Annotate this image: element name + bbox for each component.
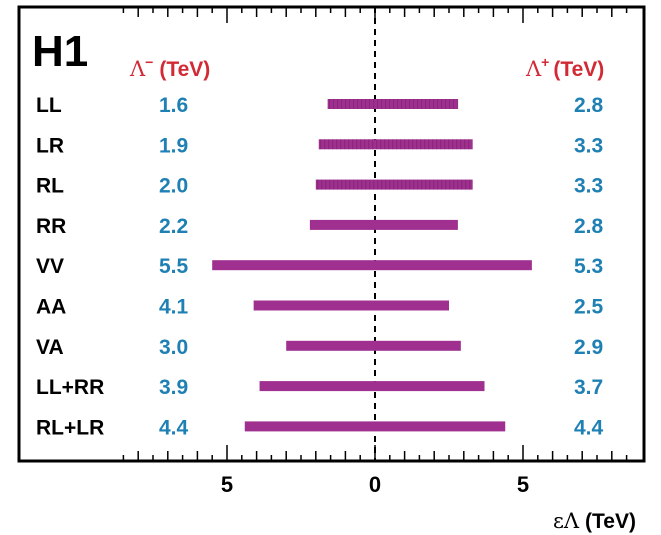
lambda-minus-unit: (TeV) <box>159 58 210 81</box>
limit-bar-ll <box>327 99 458 109</box>
axis-ticks <box>122 7 628 461</box>
model-name-rl: RL <box>36 175 64 198</box>
lambda-plus-value-aa: 2.5 <box>574 296 604 319</box>
x-tick-label: 0 <box>369 472 381 497</box>
x-tick-label: 5 <box>221 472 233 497</box>
lambda-plus-value-lr: 3.3 <box>574 134 603 157</box>
limit-bars <box>212 99 532 432</box>
model-name-aa: AA <box>36 296 66 319</box>
lambda-plus-value-vv: 5.3 <box>574 255 603 278</box>
x-tick-labels: 5 0 5 <box>221 472 529 497</box>
model-rows: LL 1.6 2.8 LR 1.9 3.3 RL 2.0 3.3 RR 2.2 2.8 VV 5.5 5.3… <box>36 94 604 439</box>
lambda-plus-superscript: + <box>541 54 549 70</box>
lambda-minus-value-ll: 1.6 <box>159 94 188 117</box>
lambda-minus-header: Λ− (TeV) <box>129 54 210 81</box>
model-name-rr: RR <box>36 215 66 238</box>
x-tick-label: 5 <box>517 472 529 497</box>
lambda-plus-value-rl-lr: 4.4 <box>574 416 604 439</box>
model-name-ll-rr: LL+RR <box>36 376 104 399</box>
lambda-minus-value-rr: 2.2 <box>159 215 188 238</box>
x-axis-symbol: εΛ <box>553 509 580 533</box>
lambda-minus-value-lr: 1.9 <box>159 134 188 157</box>
model-name-lr: LR <box>36 134 64 157</box>
lambda-plus-value-ll: 2.8 <box>574 94 604 117</box>
lambda-plus-value-rr: 2.8 <box>574 215 604 238</box>
lambda-plus-header: Λ+ (TeV) <box>525 54 604 81</box>
model-name-va: VA <box>36 336 64 359</box>
lambda-minus-value-rl-lr: 4.4 <box>159 416 189 439</box>
lambda-plus-value-ll-rr: 3.7 <box>574 376 603 399</box>
limit-bar-rr <box>309 219 458 230</box>
limit-bar-aa <box>253 300 449 311</box>
model-name-ll: LL <box>36 94 62 117</box>
lambda-plus-value-va: 2.9 <box>574 336 603 359</box>
limit-bar-va <box>286 340 461 351</box>
limit-bar-ll-rr <box>259 381 485 392</box>
plot-frame <box>17 5 646 463</box>
lambda-minus-symbol: Λ <box>129 57 146 81</box>
limit-bar-lr <box>318 139 473 150</box>
lambda-plus-symbol: Λ <box>525 57 542 81</box>
lambda-plus-unit: (TeV) <box>553 58 604 81</box>
limit-bar-vv <box>212 260 532 271</box>
lambda-minus-value-ll-rr: 3.9 <box>159 376 188 399</box>
lambda-minus-value-rl: 2.0 <box>159 175 188 198</box>
lambda-minus-value-vv: 5.5 <box>159 255 189 278</box>
lambda-minus-value-va: 3.0 <box>159 336 188 359</box>
lambda-minus-value-aa: 4.1 <box>159 296 189 319</box>
lambda-minus-superscript: − <box>145 54 153 70</box>
model-name-rl-lr: RL+LR <box>36 416 104 439</box>
x-axis-label: εΛ (TeV) <box>553 509 636 533</box>
model-name-vv: VV <box>36 255 64 278</box>
lambda-plus-value-rl: 3.3 <box>574 175 603 198</box>
limit-bar-rl-lr <box>244 421 506 432</box>
experiment-label: H1 <box>32 27 88 76</box>
x-axis-unit: (TeV) <box>585 510 636 533</box>
